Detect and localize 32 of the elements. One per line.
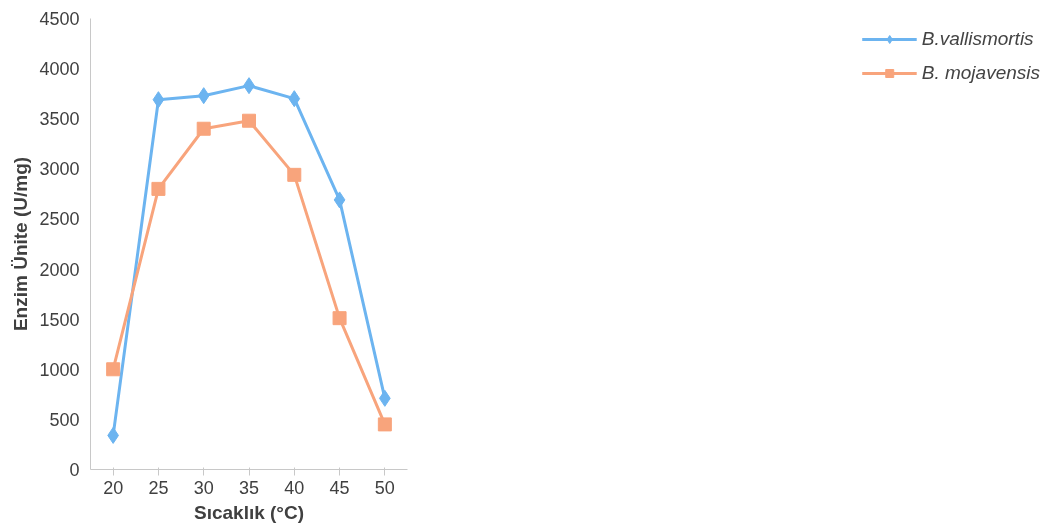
x-tick-label: 25 [148, 477, 169, 498]
point [196, 121, 211, 136]
y-tick-label: 0 [69, 460, 80, 480]
point [288, 90, 301, 108]
x-tick-label: 20 [103, 477, 124, 498]
x-axis-title: Sıcaklık (°C) [193, 501, 305, 523]
y-axis-title: Enzim Ünite (U/mg) [10, 156, 32, 332]
y-tick-label: 500 [49, 409, 80, 430]
point [106, 362, 121, 377]
y-tick-label: 2500 [39, 209, 80, 230]
legend-label: B.vallismortis [921, 28, 1034, 50]
y-tick-label: 1000 [39, 359, 80, 380]
point [152, 91, 165, 109]
point [377, 417, 392, 432]
point [151, 181, 166, 196]
y-tick-label: 4500 [39, 9, 80, 29]
point [287, 167, 302, 182]
y-tick-label: 3500 [39, 109, 80, 130]
x-tick-label: 40 [284, 477, 305, 498]
y-tick-label: 4000 [39, 59, 80, 80]
point [333, 191, 346, 209]
legend-label: B. mojavensis [921, 62, 1040, 84]
x-tick-label: 50 [374, 477, 395, 498]
point [197, 87, 210, 105]
x-tick-label: 45 [329, 477, 350, 498]
y-tick-label: 3000 [39, 159, 80, 180]
y-tick-label: 2000 [39, 259, 80, 280]
x-tick-label: 35 [238, 477, 260, 498]
point [332, 311, 347, 326]
point [242, 113, 256, 128]
y-tick-label: 1500 [39, 309, 80, 330]
x-tick-label: 30 [193, 477, 214, 498]
